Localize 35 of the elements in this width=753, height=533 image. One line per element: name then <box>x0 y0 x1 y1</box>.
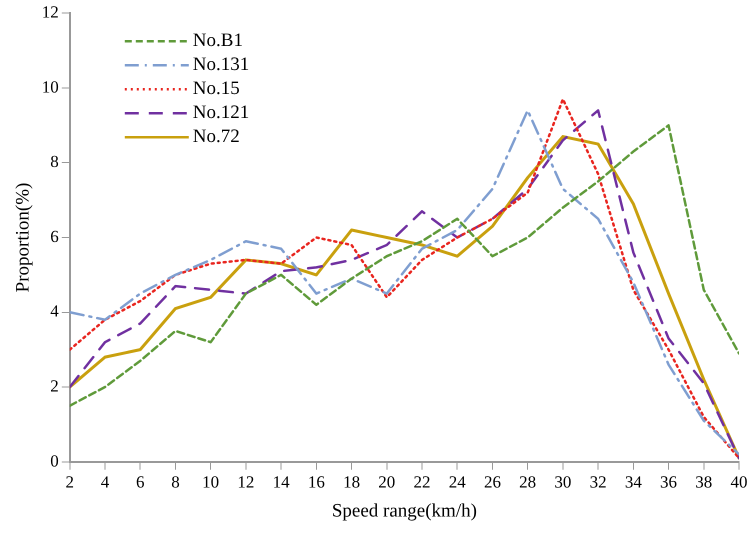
x-tick-label: 12 <box>237 472 254 492</box>
x-tick-label: 24 <box>448 472 466 492</box>
y-axis-title: Proportion(%) <box>12 182 34 292</box>
x-tick-label: 40 <box>730 472 748 492</box>
x-tick-label: 30 <box>554 472 572 492</box>
y-tick-label: 0 <box>50 451 59 470</box>
x-tick-label: 6 <box>136 472 144 492</box>
x-tick-label: 16 <box>308 472 325 492</box>
x-tick-label: 4 <box>100 472 110 492</box>
x-tick-label: 36 <box>660 472 678 492</box>
y-tick-label: 12 <box>42 2 59 22</box>
x-tick-label: 20 <box>378 472 396 492</box>
legend-label: No.15 <box>192 78 240 100</box>
x-tick-label: 22 <box>414 472 431 492</box>
legend-label: No.B1 <box>192 30 243 52</box>
x-tick-label: 14 <box>272 472 290 492</box>
y-tick-label: 10 <box>42 77 59 96</box>
x-tick-label: 32 <box>590 472 607 492</box>
x-tick-label: 28 <box>519 472 536 492</box>
y-tick-label: 2 <box>50 376 59 396</box>
x-axis-title: Speed range(km/h) <box>332 500 477 522</box>
x-tick-label: 26 <box>484 472 501 492</box>
x-tick-label: 18 <box>343 472 360 492</box>
y-tick-label: 8 <box>50 152 59 172</box>
y-tick-label: 4 <box>50 302 60 321</box>
legend-label: No.121 <box>192 102 250 124</box>
x-tick-label: 34 <box>624 472 642 492</box>
legend-label: No.72 <box>192 126 240 148</box>
x-tick-label: 10 <box>202 472 220 492</box>
legend-label: No.131 <box>192 54 250 76</box>
x-tick-label: 2 <box>66 472 74 492</box>
line-series <box>70 124 739 407</box>
y-tick-label: 6 <box>50 226 59 246</box>
x-tick-label: 38 <box>695 472 712 492</box>
x-tick-label: 8 <box>171 472 180 492</box>
